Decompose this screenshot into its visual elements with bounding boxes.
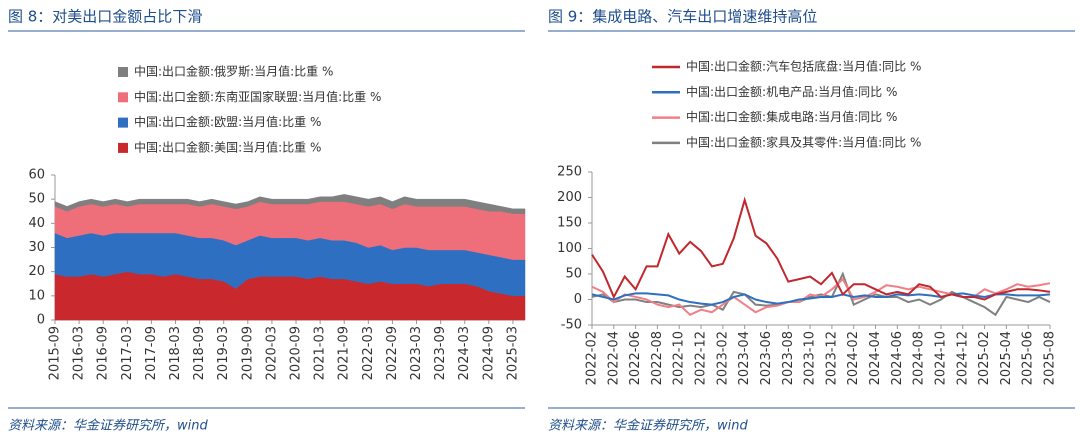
- x-tick-label: 2015-09: [48, 326, 63, 380]
- x-tick-label: 2025-02: [977, 331, 992, 385]
- source: 资料来源：华金证券研究所，wind: [548, 418, 748, 434]
- chart-title: 图 9：集成电路、汽车出口增速维持高位: [548, 8, 817, 26]
- x-tick-label: 2023-10: [803, 331, 818, 385]
- x-tick-label: 2017-03: [120, 326, 135, 380]
- x-tick-label: 2025-06: [1021, 331, 1036, 385]
- x-tick-label: 2019-03: [216, 326, 231, 380]
- line: [591, 292, 1051, 306]
- x-tick-label: 2023-03: [409, 326, 424, 380]
- y-tick-label: 100: [557, 241, 582, 256]
- y-tick-label: 0: [574, 292, 582, 307]
- x-tick-label: 2022-03: [361, 326, 376, 380]
- y-tick-label: 10: [28, 288, 45, 303]
- legend-label: 中国:出口金额:东南亚国家联盟:当月值:比重 %: [134, 89, 381, 104]
- x-tick-label: 2023-06: [759, 331, 774, 385]
- y-tick-label: 150: [557, 216, 582, 231]
- legend-label: 中国:出口金额:美国:当月值:比重 %: [134, 139, 321, 154]
- x-tick-label: 2018-03: [168, 326, 183, 380]
- x-tick-label: 2025-04: [999, 331, 1014, 385]
- x-tick-label: 2016-03: [72, 326, 87, 380]
- y-tick-label: 200: [557, 190, 582, 205]
- x-tick-label: 2020-03: [264, 326, 279, 380]
- legend-swatch: [118, 117, 128, 128]
- x-tick-label: 2020-09: [289, 326, 304, 380]
- x-tick-label: 2017-09: [144, 326, 159, 380]
- y-tick-label: 250: [557, 165, 582, 180]
- x-tick-label: 2024-06: [890, 331, 905, 385]
- x-tick-label: 2024-04: [868, 331, 883, 385]
- x-tick-label: 2023-09: [433, 326, 448, 380]
- legend-swatch: [118, 67, 128, 77]
- y-tick-label: 0: [37, 313, 45, 328]
- x-tick-label: 2022-06: [628, 331, 643, 385]
- area: [54, 194, 526, 214]
- legend-label: 中国:出口金额:欧盟:当月值:比重 %: [134, 114, 321, 129]
- legend-swatch: [118, 142, 128, 153]
- line: [591, 196, 1051, 301]
- x-tick-label: 2021-09: [337, 326, 352, 380]
- x-tick-label: 2023-12: [824, 331, 839, 385]
- x-tick-label: 2022-10: [672, 331, 687, 385]
- source: 资料来源：华金证券研究所，wind: [8, 418, 208, 434]
- line: [591, 271, 1051, 317]
- x-tick-label: 2024-09: [481, 326, 496, 380]
- x-tick-label: 2021-03: [313, 326, 328, 380]
- chart-title: 图 8：对美出口金额占比下滑: [8, 8, 202, 26]
- x-tick-label: 2024-08: [912, 331, 927, 385]
- y-tick-label: 60: [28, 168, 45, 183]
- y-tick-label: 20: [28, 264, 45, 279]
- x-tick-label: 2025-08: [1043, 331, 1058, 385]
- x-tick-label: 2024-12: [955, 331, 970, 385]
- y-tick-label: 40: [28, 216, 45, 231]
- x-tick-label: 2022-09: [385, 326, 400, 380]
- legend-label: 中国:出口金额:集成电路:当月值:同比 %: [686, 109, 897, 124]
- legend-label: 中国:出口金额:汽车包括底盘:当月值:同比 %: [686, 59, 921, 74]
- x-tick-label: 2024-03: [457, 326, 472, 380]
- x-tick-label: 2018-09: [192, 326, 207, 380]
- x-tick-label: 2024-10: [933, 331, 948, 385]
- x-tick-label: 2022-08: [650, 331, 665, 385]
- y-tick-label: 50: [565, 267, 582, 282]
- x-tick-label: 2022-04: [606, 331, 621, 385]
- y-tick-label: 30: [28, 240, 45, 255]
- x-tick-label: 2024-02: [846, 331, 861, 385]
- legend-swatch: [118, 92, 128, 103]
- legend-label: 中国:出口金额:家具及其零件:当月值:同比 %: [686, 134, 921, 149]
- legend-label: 中国:出口金额:俄罗斯:当月值:比重 %: [134, 64, 333, 79]
- x-tick-label: 2023-02: [715, 331, 730, 385]
- y-tick-label: -50: [561, 318, 582, 333]
- x-tick-label: 2016-09: [96, 326, 111, 380]
- x-tick-label: 2023-04: [737, 331, 752, 385]
- x-tick-label: 2019-09: [240, 326, 255, 380]
- legend-label: 中国:出口金额:机电产品:当月值:同比 %: [686, 84, 897, 99]
- x-tick-label: 2022-02: [585, 331, 600, 385]
- y-tick-label: 50: [28, 192, 45, 207]
- x-tick-label: 2025-03: [505, 326, 520, 380]
- x-tick-label: 2022-12: [694, 331, 709, 385]
- x-tick-label: 2023-08: [781, 331, 796, 385]
